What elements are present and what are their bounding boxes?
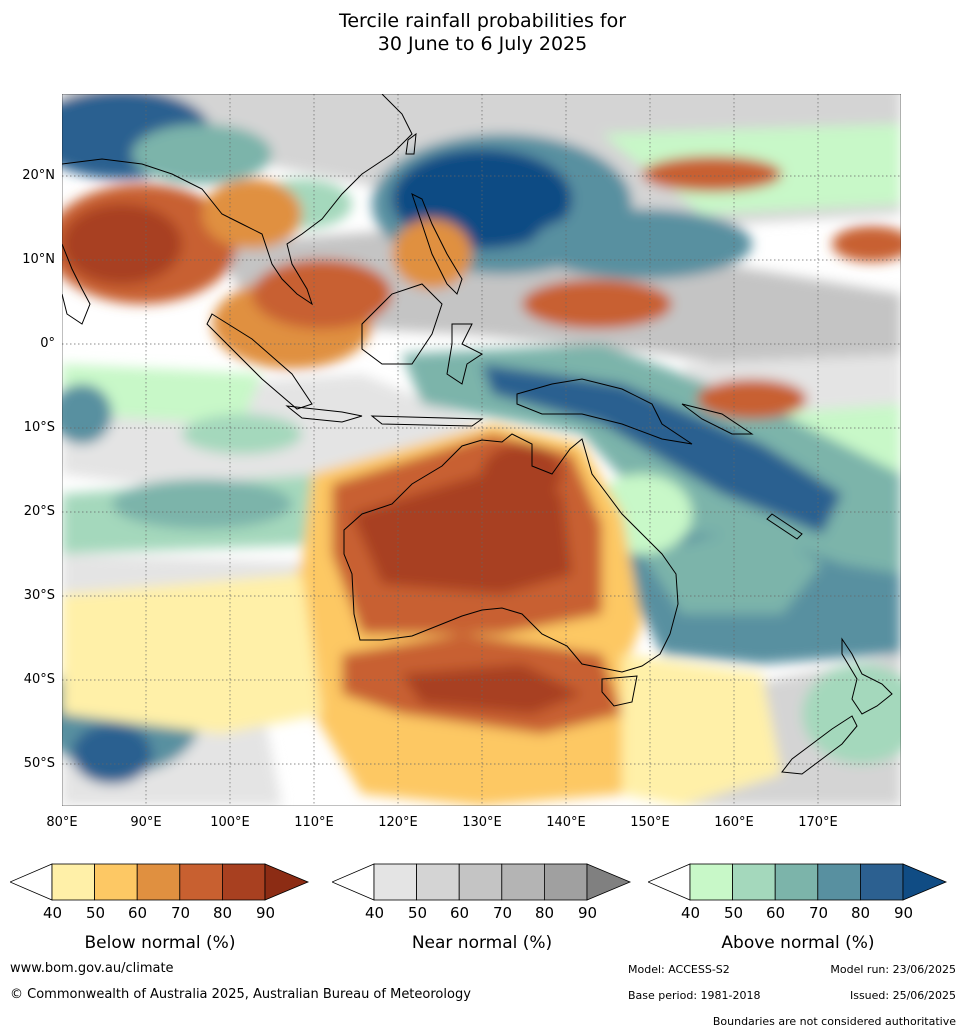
website-link[interactable]: www.bom.gov.au/climate [10,961,174,976]
lat-label-30s: 30°S [23,588,55,603]
colorbar-above-swatches [689,863,904,901]
lon-label-120e: 120°E [378,815,418,830]
map-svg [62,94,901,806]
colorbar-above-swatch [859,863,904,901]
colorbar-below-tick-70: 70 [171,904,191,922]
borneo-outline [361,283,443,365]
colorbar-above-tick-90: 90 [894,904,914,922]
colorbar-near-tick-60: 60 [450,904,470,922]
colorbar-above-normal [648,863,948,901]
sulawesi-outline [446,323,483,385]
boundaries-disclaimer: Boundaries are not considered authoritat… [712,1015,956,1028]
solomon-islands-outline [681,403,754,435]
colorbar-near-swatch [373,863,417,901]
colorbar-above-tick-40: 40 [681,904,701,922]
lon-label-130e: 130°E [462,815,502,830]
colorbar-above-label: Above normal (%) [721,933,875,953]
lat-label-50s: 50°S [23,756,55,771]
india-outline [62,243,91,325]
colorbar-near-tick-80: 80 [535,904,555,922]
australia-outline [343,433,679,673]
colorbar-near-label: Near normal (%) [411,933,553,953]
lat-label-10s: 10°S [23,420,55,435]
lon-label-80e: 80°E [46,815,78,830]
base-period: Base period: 1981-2018 [628,989,761,1002]
colorbar-near-tick-40: 40 [365,904,385,922]
colorbar-below-extend-low [10,863,53,901]
lon-label-160e: 160°E [714,815,754,830]
colorbar-near-swatches [373,863,588,901]
colorbar-above-swatch [774,863,819,901]
model-run-date: Model run: 23/06/2025 [830,963,956,976]
lon-label-170e: 170°E [798,815,838,830]
new-zealand-south-outline [781,715,858,775]
colorbar-near-tick-70: 70 [493,904,513,922]
colorbar-near-swatch [543,863,588,901]
colorbar-below-tick-90: 90 [256,904,276,922]
colorbar-below-swatch [136,863,181,901]
colorbar-above-extend-high [902,863,948,901]
colorbar-below-swatch [94,863,138,901]
colorbar-above-tick-60: 60 [766,904,786,922]
lat-label-40s: 40°S [23,672,55,687]
colorbar-above-swatch [817,863,861,901]
coastlines [62,94,893,775]
new-zealand-north-outline [841,637,893,715]
rainfall-probability-map [62,94,901,806]
colorbar-below-tick-50: 50 [86,904,106,922]
colorbar-near-extend-low [332,863,375,901]
colorbar-below-swatch [179,863,223,901]
colorbar-near-normal [332,863,632,901]
colorbar-near-tick-90: 90 [578,904,598,922]
tasmania-outline [601,675,638,707]
lon-label-140e: 140°E [546,815,586,830]
issued-date: Issued: 25/06/2025 [849,989,956,1002]
colorbar-near-extend-high [586,863,632,901]
asia-mainland-outline [62,94,413,306]
lat-label-0: 0° [40,336,55,351]
graticule [62,94,901,806]
colorbar-above-tick-50: 50 [724,904,744,922]
colorbar-above-swatch [732,863,776,901]
colorbar-below-tick-80: 80 [213,904,233,922]
java-outline [285,405,363,423]
taiwan-outline [405,132,417,155]
colorbar-above-swatch [689,863,733,901]
colorbar-above-extend-low [648,863,691,901]
colorbar-below-normal [10,863,310,901]
colorbar-below-extend-high [264,863,310,901]
lesser-sunda-outline [370,415,484,427]
colorbar-below-swatch [221,863,266,901]
colorbar-near-swatch [458,863,503,901]
lat-label-20s: 20°S [23,504,55,519]
chart-title: Tercile rainfall probabilities for 30 Ju… [0,10,965,56]
probability-field [62,94,901,806]
sumatra-outline [206,313,313,410]
lon-label-100e: 100°E [210,815,250,830]
colorbar-below-swatch [51,863,95,901]
title-line-2: 30 June to 6 July 2025 [377,33,588,55]
lon-label-90e: 90°E [130,815,162,830]
new-caledonia-outline [766,513,803,540]
new-guinea-outline [516,378,693,445]
colorbar-below-tick-60: 60 [128,904,148,922]
lon-label-150e: 150°E [630,815,670,830]
colorbar-below-swatches [51,863,266,901]
lat-label-20n: 20°N [22,168,55,183]
colorbar-above-tick-80: 80 [851,904,871,922]
colorbar-above-tick-70: 70 [809,904,829,922]
philippines-outline [411,193,463,295]
lat-label-10n: 10°N [22,252,55,267]
colorbar-near-tick-50: 50 [408,904,428,922]
colorbar-near-swatch [501,863,545,901]
lon-label-110e: 110°E [294,815,334,830]
colorbar-below-tick-40: 40 [43,904,63,922]
copyright-text: © Commonwealth of Australia 2025, Austra… [10,987,471,1002]
colorbar-below-label: Below normal (%) [84,933,236,953]
colorbar-near-swatch [416,863,460,901]
model-name: Model: ACCESS-S2 [628,963,730,976]
title-line-1: Tercile rainfall probabilities for [338,10,627,32]
